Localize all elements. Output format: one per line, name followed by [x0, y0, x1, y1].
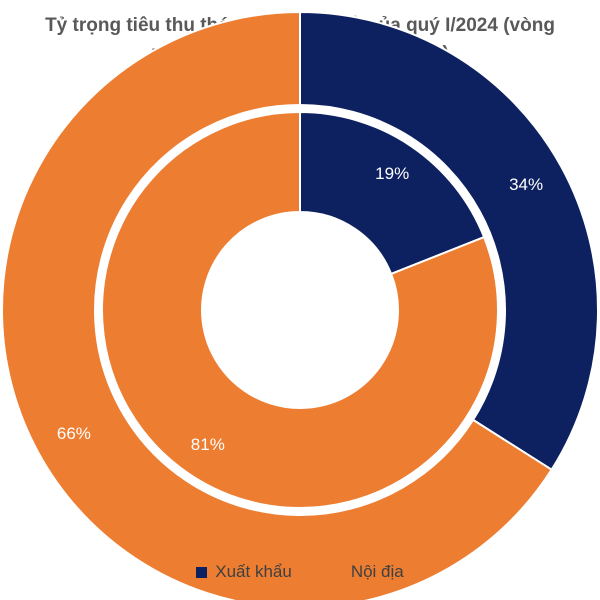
legend-label-xuat-khau: Xuất khẩu — [215, 562, 292, 581]
chart-legend: Xuất khẩu Nội địa — [0, 562, 600, 582]
legend-item-noi-dia: Nội địa — [331, 562, 404, 582]
legend-label-noi-dia: Nội địa — [350, 562, 404, 581]
inner-ring-label-noi-dia: 81% — [191, 435, 225, 454]
legend-swatch-xuat-khau — [196, 566, 208, 578]
legend-swatch-noi-dia — [331, 566, 343, 578]
inner-ring-slice-xuat-khau — [299, 110, 486, 276]
outer-ring-slice-noi-dia — [1, 10, 553, 600]
outer-ring-label-xuat-khau: 34% — [509, 175, 543, 194]
legend-item-xuat-khau: Xuất khẩu — [196, 562, 292, 582]
outer-ring-slice-xuat-khau — [299, 10, 599, 472]
inner-ring-label-xuat-khau: 19% — [375, 164, 409, 183]
outer-ring-label-noi-dia: 66% — [57, 424, 91, 443]
inner-ring-slice-noi-dia — [101, 110, 499, 509]
